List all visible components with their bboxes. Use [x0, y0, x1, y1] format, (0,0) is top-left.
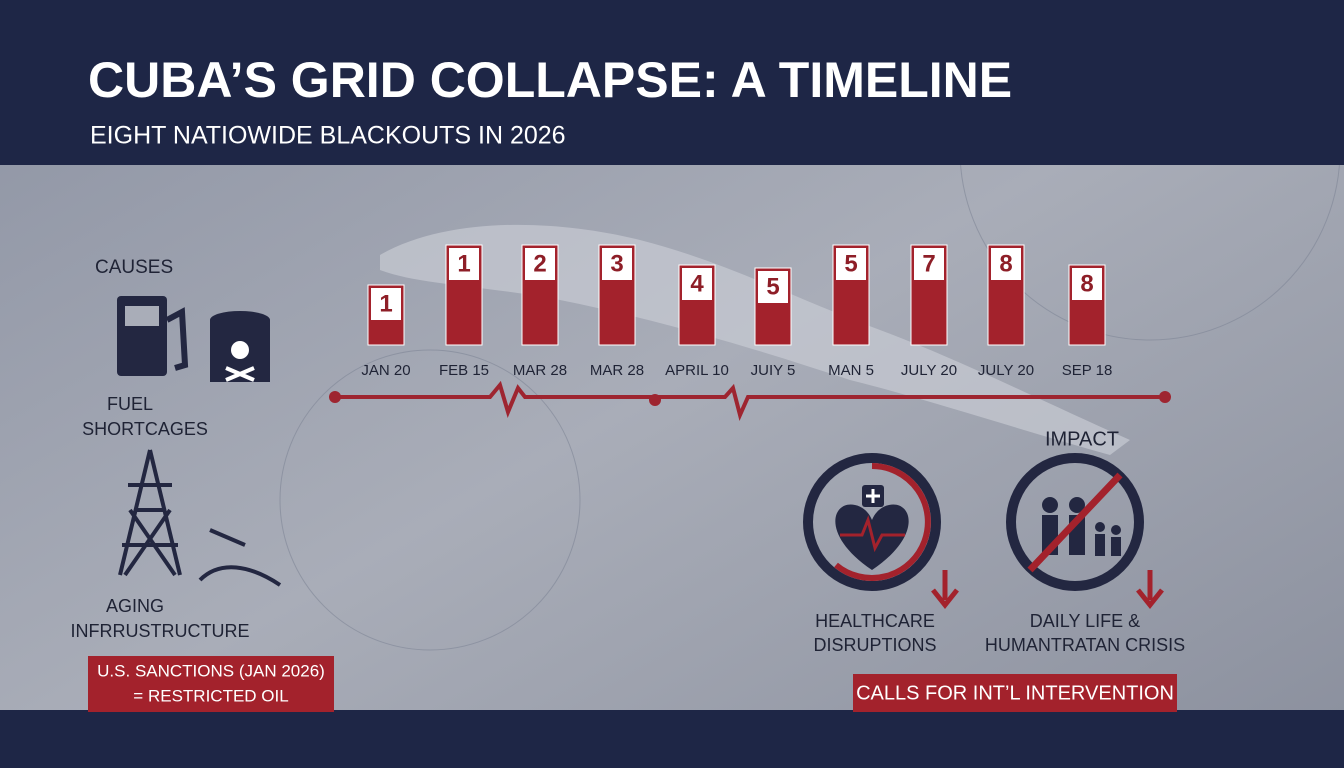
- event-label: 5: [844, 250, 857, 277]
- event-label-box: [836, 248, 866, 280]
- healthcare-label: HEALTHCARE: [815, 611, 935, 631]
- daily-life-label: HUMANTRATAN CRISIS: [985, 635, 1185, 655]
- event-label-box: [682, 268, 712, 300]
- header-band: [0, 0, 1344, 165]
- event-date: JULY 20: [978, 362, 1034, 379]
- timeline-node: [329, 391, 341, 403]
- event-date: JUIY 5: [751, 362, 796, 379]
- event-label-box: [371, 288, 401, 320]
- callout-text: CALLS FOR INT’L INTERVENTION: [856, 682, 1174, 704]
- event-label: 8: [999, 250, 1012, 277]
- footer-band: [0, 710, 1344, 768]
- healthcare-label: DISRUPTIONS: [813, 635, 936, 655]
- event-date: JULY 20: [901, 362, 957, 379]
- event-label: 2: [533, 250, 546, 277]
- event-date: FEB 15: [439, 362, 489, 379]
- fuel-label: SHORTCAGES: [82, 419, 208, 439]
- event-label-box: [758, 271, 788, 303]
- event-label-box: [525, 248, 555, 280]
- sanctions-text: = RESTRICTED OIL: [133, 686, 288, 705]
- tower-icon: [118, 449, 282, 587]
- causes-title: CAUSES: [95, 257, 173, 278]
- event-date: MAR 28: [590, 362, 644, 379]
- timeline-line: [335, 380, 1165, 422]
- infrastructure-label: INFRRUSTRUCTURE: [71, 621, 250, 641]
- callout-box: [853, 674, 1177, 712]
- event-label-box: [602, 248, 632, 280]
- fuel-icon: [117, 296, 270, 382]
- sanctions-box: [88, 656, 334, 712]
- event-label-box: [914, 248, 944, 280]
- impact-title: IMPACT: [1045, 428, 1119, 450]
- event-date: APRIL 10: [665, 362, 729, 379]
- timeline-node: [1159, 391, 1171, 403]
- event-date: MAR 28: [513, 362, 567, 379]
- daily-life-icon: [1006, 453, 1164, 610]
- fuel-label: FUEL: [107, 394, 153, 414]
- event-date: MAN 5: [828, 362, 874, 379]
- event-label: 1: [457, 250, 470, 277]
- event-label: 4: [690, 270, 704, 297]
- timeline-node: [649, 394, 661, 406]
- event-label-box: [449, 248, 479, 280]
- daily-life-label: DAILY LIFE &: [1030, 611, 1140, 631]
- event-label: 7: [922, 250, 935, 277]
- event-label-box: [991, 248, 1021, 280]
- sanctions-text: U.S. SANCTIONS (JAN 2026): [97, 661, 325, 680]
- timeline-bars: 1 JAN 20 1 FEB 15 2 MAR 28 3 MAR 28 4 APRIL 10 5 JU…: [361, 244, 1113, 379]
- decor-circle: [279, 349, 581, 651]
- event-label: 3: [610, 250, 623, 277]
- title: CUBA’S GRID COLLAPSE: A TIMELINE: [88, 52, 1012, 108]
- event-label: 1: [379, 290, 392, 317]
- event-label-box: [1072, 268, 1102, 300]
- event-label: 5: [766, 273, 779, 300]
- event-label: 8: [1080, 270, 1093, 297]
- healthcare-icon: [803, 453, 959, 610]
- event-date: JAN 20: [361, 362, 410, 379]
- subtitle: EIGHT NATIOWIDE BLACKOUTS IN 2026: [90, 122, 566, 150]
- event-date: SEP 18: [1062, 362, 1113, 379]
- infrastructure-label: AGING: [106, 596, 164, 616]
